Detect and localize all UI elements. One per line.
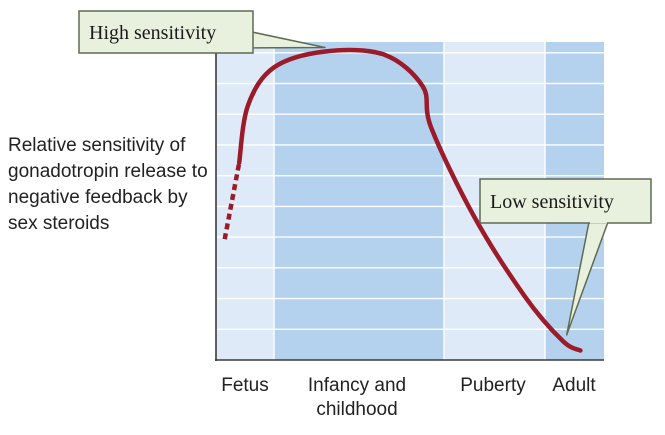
callout-low-sensitivity: Low sensitivity: [479, 178, 652, 336]
sensitivity-curve-dashed: [222, 162, 242, 240]
x-tick-adult: Adult: [552, 375, 596, 396]
callout-high-sensitivity-box: [78, 10, 254, 54]
phase-band-fetus: [216, 42, 274, 360]
x-tick-puberty: Puberty: [460, 375, 526, 396]
callout-low-sensitivity-label: Low sensitivity: [490, 191, 614, 213]
callout-high-sensitivity-label: High sensitivity: [89, 22, 216, 44]
callout-low-sensitivity-box: [479, 178, 652, 224]
phase-band-infancy-childhood: [274, 42, 444, 360]
sensitivity-curve: [236, 47, 583, 353]
callout-high-sensitivity: High sensitivity: [78, 10, 326, 54]
x-tick-infancy-childhood: Infancy and childhood: [307, 375, 407, 420]
y-axis-label: Relative sensitivity of gonadotropin rel…: [8, 135, 208, 234]
x-tick-fetus: Fetus: [221, 375, 269, 396]
callout-high-seam: [239, 32, 253, 48]
